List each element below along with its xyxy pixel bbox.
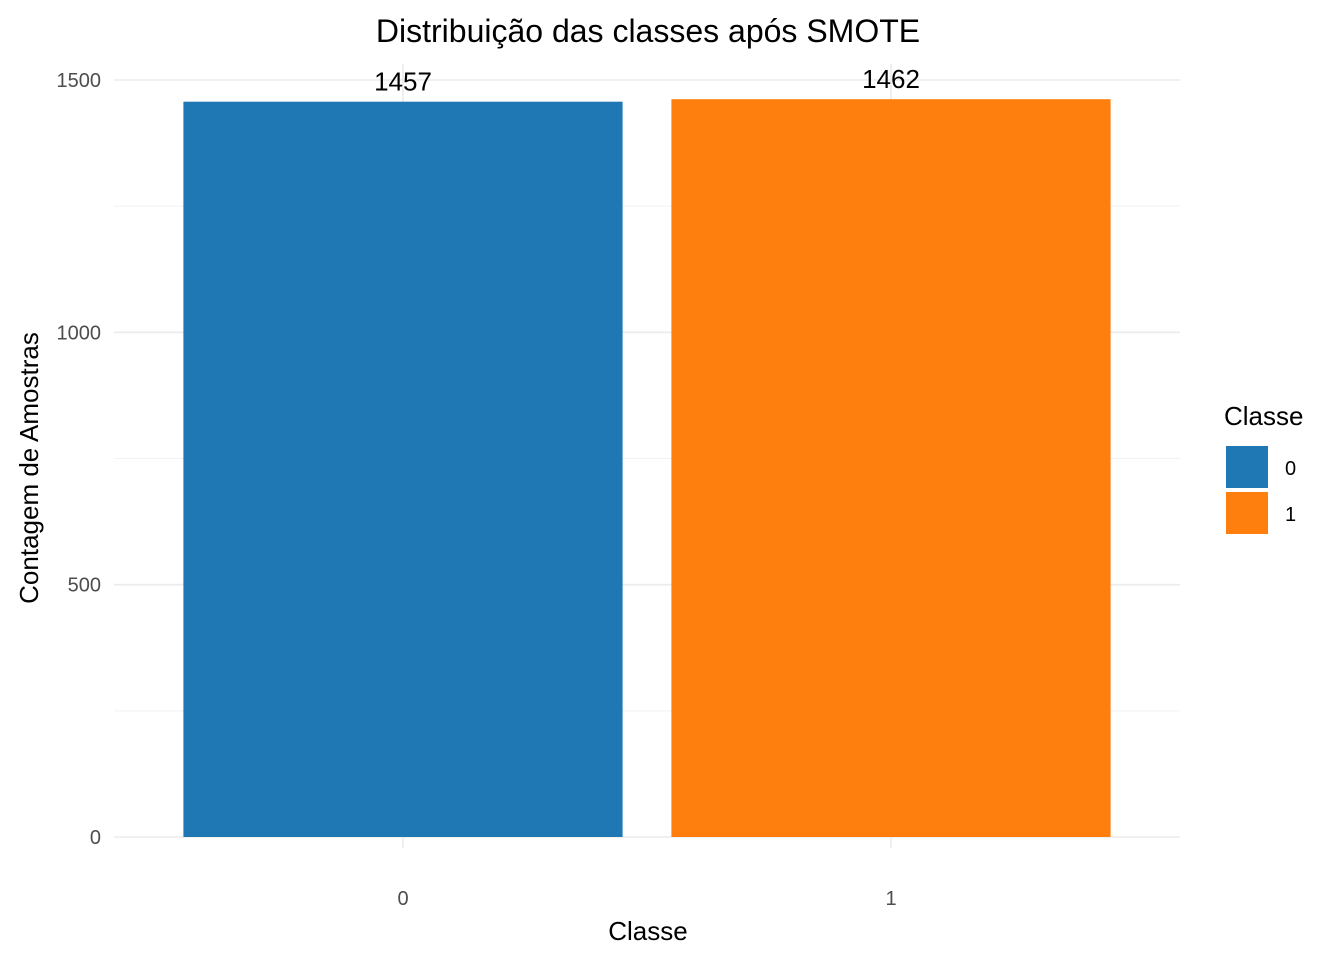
- x-tick-label: 1: [885, 888, 896, 910]
- legend-label: 1: [1285, 504, 1296, 526]
- legend: Classe 01: [1224, 401, 1303, 534]
- bar-value-label: 1462: [862, 64, 920, 94]
- bars: [183, 99, 1111, 838]
- bar-value-label: 1457: [374, 67, 432, 97]
- y-tick-label: 1000: [57, 322, 102, 344]
- legend-swatch-1: [1226, 492, 1268, 534]
- chart-title: Distribuição das classes após SMOTE: [376, 13, 920, 49]
- y-axis-ticks: 0 500 1000 1500: [57, 70, 102, 849]
- y-tick-label: 500: [68, 575, 101, 597]
- legend-entries: 01: [1226, 446, 1296, 534]
- legend-swatch-0: [1226, 446, 1268, 488]
- y-axis-title: Contagem de Amostras: [14, 332, 44, 604]
- legend-label: 0: [1285, 458, 1296, 480]
- legend-title: Classe: [1224, 401, 1303, 431]
- bar-class-1: [671, 99, 1111, 838]
- y-tick-label: 0: [90, 827, 101, 849]
- y-tick-label: 1500: [57, 70, 102, 92]
- bar-class-0: [183, 101, 623, 837]
- data-labels: 1457 1462: [374, 64, 920, 97]
- x-tick-label: 0: [397, 888, 408, 910]
- x-axis-title: Classe: [608, 916, 687, 946]
